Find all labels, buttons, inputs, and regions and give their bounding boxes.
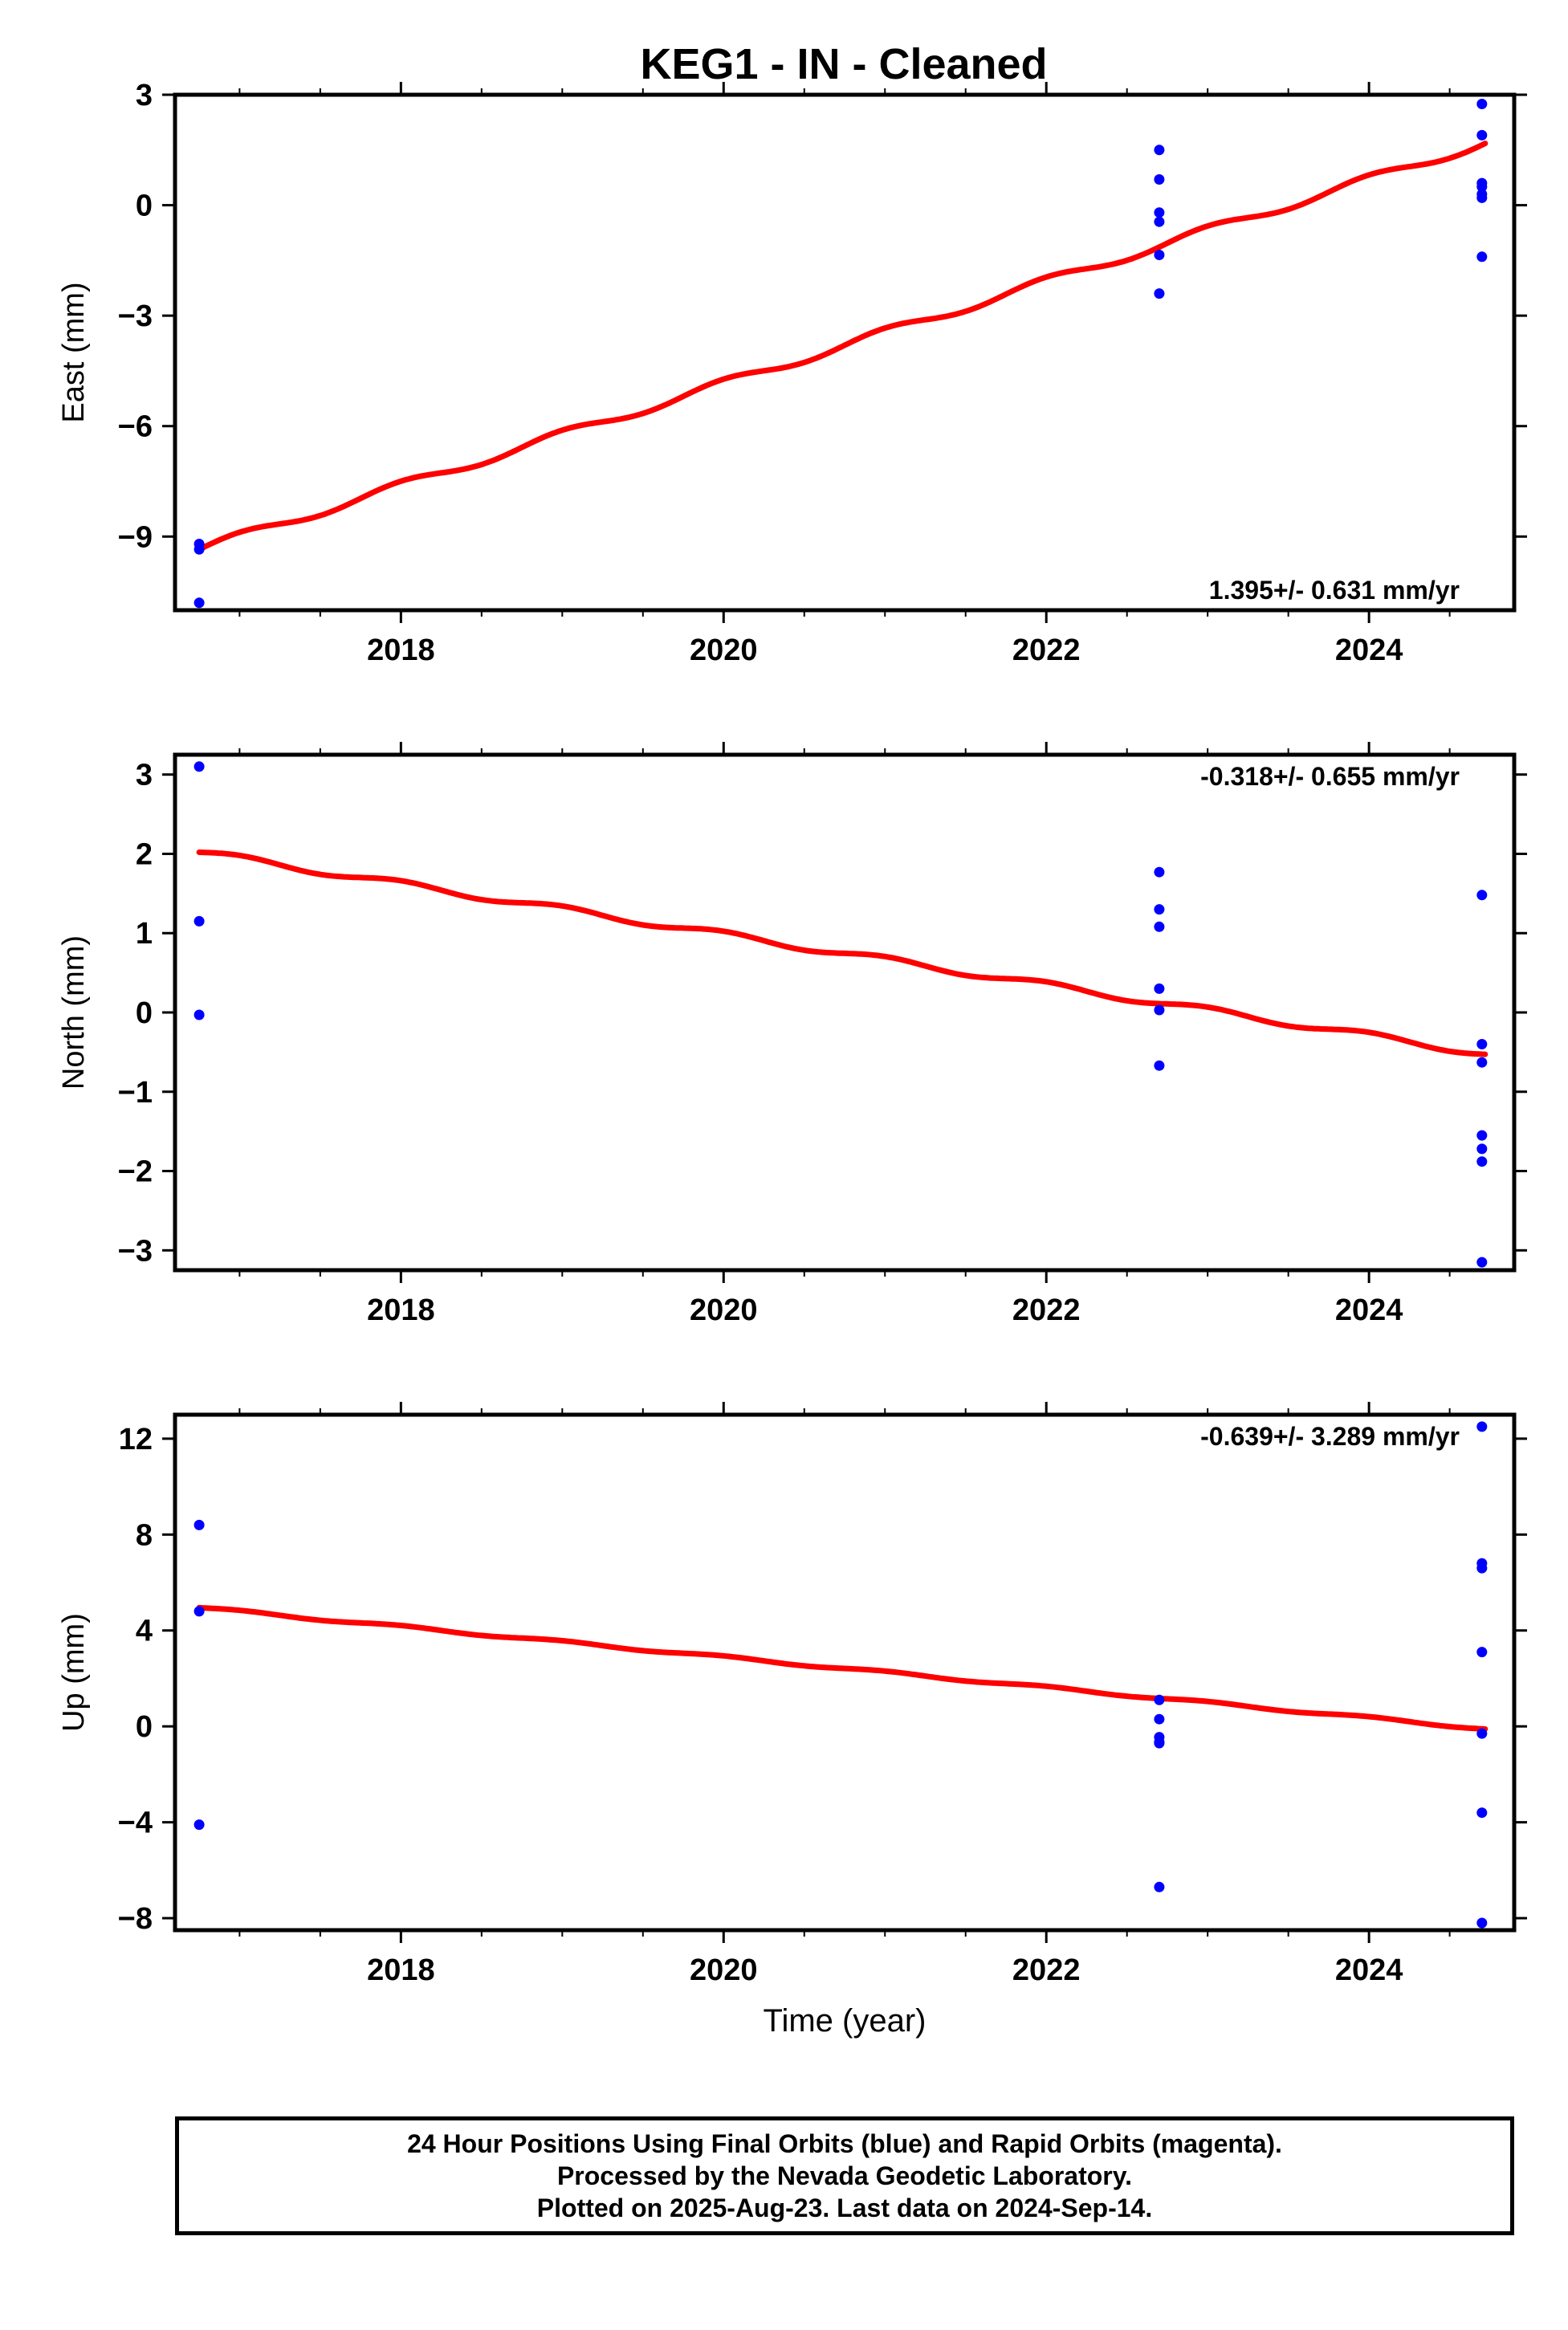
east-data-point — [1476, 99, 1488, 109]
x-axis-label: Time (year) — [764, 2003, 927, 2039]
east-y-axis-label: East (mm) — [57, 282, 91, 422]
up-x-tick-label: 2024 — [1335, 1953, 1403, 1987]
north-y-axis-label: North (mm) — [57, 935, 91, 1090]
east-data-point — [1154, 250, 1165, 260]
up-data-point — [1476, 1647, 1488, 1658]
north-data-point — [1476, 1257, 1488, 1268]
up-plot-frame — [173, 1412, 1517, 1933]
up-y-axis-label: Up (mm) — [57, 1613, 91, 1732]
north-y-tick-label: 0 — [136, 996, 153, 1030]
north-data-point — [1154, 1004, 1165, 1016]
footer-box: 24 Hour Positions Using Final Orbits (bl… — [175, 2116, 1514, 2235]
up-data-point — [193, 1819, 205, 1831]
east-fit-line — [196, 141, 1489, 552]
north-y-tick-label: 2 — [136, 837, 153, 871]
east-y-tick-label: −6 — [118, 410, 153, 444]
east-y-tick-label: −3 — [118, 299, 153, 333]
north-fit-line — [196, 849, 1489, 1057]
north-x-tick-label: 2024 — [1335, 1293, 1403, 1327]
footer-line-1: 24 Hour Positions Using Final Orbits (bl… — [407, 2129, 1282, 2158]
east-data-point — [1154, 174, 1165, 185]
up-panel: 2018 2020 2022 2024 −8 −4 0 4 8 12 Up (mm) -0.639+/… — [57, 1402, 1527, 2039]
north-y-tick-label: −3 — [118, 1234, 153, 1268]
north-rate-label: -0.318+/- 0.655 mm/yr — [1200, 762, 1460, 791]
east-data-point — [1476, 251, 1488, 263]
north-data-point — [1154, 866, 1165, 878]
north-data-point — [1476, 1057, 1488, 1068]
up-y-tick-label: 12 — [119, 1423, 153, 1456]
up-data-point — [1154, 1881, 1165, 1892]
north-plot-frame — [173, 752, 1517, 1273]
east-data-point — [1476, 181, 1488, 193]
north-data-point — [1154, 921, 1165, 932]
up-y-tick-label: 0 — [136, 1710, 153, 1744]
up-y-tick-label: −4 — [118, 1807, 153, 1840]
up-data-point — [1476, 1807, 1488, 1819]
up-data-point — [193, 1519, 205, 1530]
east-x-tick-label: 2020 — [690, 633, 758, 667]
east-data-point — [1154, 207, 1165, 218]
east-rate-label: 1.395+/- 0.631 mm/yr — [1209, 576, 1460, 605]
east-x-tick-label: 2018 — [367, 633, 435, 667]
north-data-point — [1476, 1130, 1488, 1141]
north-y-tick-label: −2 — [118, 1155, 153, 1189]
up-data-point — [1476, 1562, 1488, 1574]
north-data-point — [193, 1009, 205, 1020]
north-data-point — [1154, 904, 1165, 915]
north-y-tick-label: 1 — [136, 917, 153, 951]
east-y-tick-label: 3 — [136, 79, 153, 112]
north-data-point — [1154, 1060, 1165, 1071]
up-y-tick-label: 4 — [136, 1615, 153, 1648]
up-data-point — [1476, 1917, 1488, 1929]
north-panel: 2018 2020 2022 2024 −3 −2 −1 0 1 2 3 North (mm) -0.3… — [57, 742, 1527, 1327]
north-data-point — [193, 915, 205, 927]
east-data-point — [1476, 129, 1488, 141]
up-data-point — [193, 1606, 205, 1617]
up-x-tick-label: 2018 — [367, 1953, 435, 1987]
up-rate-label: -0.639+/- 3.289 mm/yr — [1200, 1422, 1460, 1451]
east-data-point — [1476, 192, 1488, 203]
east-data-point — [193, 544, 205, 555]
up-x-tick-label: 2020 — [690, 1953, 758, 1987]
east-data-point — [1154, 145, 1165, 156]
north-data-point — [1476, 890, 1488, 901]
east-data-point — [193, 597, 205, 609]
east-plot-frame — [173, 92, 1517, 613]
chart-title: KEG1 - IN - Cleaned — [640, 40, 1047, 88]
up-data-point — [1476, 1421, 1488, 1432]
north-data-point — [1476, 1143, 1488, 1155]
east-y-tick-label: 0 — [136, 189, 153, 223]
up-x-tick-label: 2022 — [1012, 1953, 1081, 1987]
footer-line-2: Processed by the Nevada Geodetic Laborat… — [556, 2161, 1133, 2190]
north-x-tick-label: 2018 — [367, 1293, 435, 1327]
east-panel: 2018 2020 2022 2024 −9 −6 −3 0 3 East (mm) 1.395+/… — [57, 79, 1527, 667]
east-data-point — [1154, 216, 1165, 227]
up-y-tick-label: −8 — [118, 1902, 153, 1936]
north-y-tick-label: 3 — [136, 759, 153, 792]
north-y-tick-label: −1 — [118, 1076, 153, 1110]
up-data-point — [1154, 1737, 1165, 1749]
footer-line-3: Plotted on 2025-Aug-23. Last data on 202… — [536, 2194, 1153, 2222]
up-data-point — [1476, 1728, 1488, 1739]
north-data-point — [1154, 983, 1165, 994]
up-fit-line — [196, 1604, 1489, 1732]
east-data-point — [1154, 288, 1165, 299]
north-data-point — [193, 761, 205, 772]
east-y-tick-label: −9 — [118, 520, 153, 554]
north-x-tick-label: 2020 — [690, 1293, 758, 1327]
up-y-tick-label: 8 — [136, 1518, 153, 1552]
east-x-tick-label: 2024 — [1335, 633, 1403, 667]
east-x-tick-label: 2022 — [1012, 633, 1081, 667]
up-data-point — [1154, 1694, 1165, 1705]
north-x-tick-label: 2022 — [1012, 1293, 1081, 1327]
north-data-point — [1476, 1156, 1488, 1167]
up-data-point — [1154, 1713, 1165, 1725]
north-data-point — [1476, 1039, 1488, 1049]
